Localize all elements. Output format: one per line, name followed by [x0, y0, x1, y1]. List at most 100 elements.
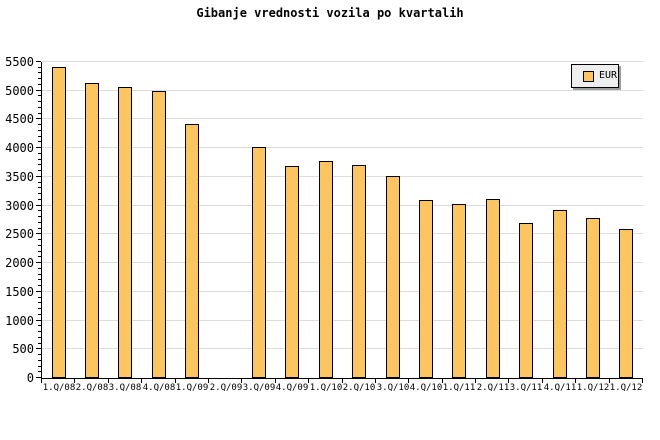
- x-tick: [408, 379, 409, 383]
- y-major-tick: [36, 233, 41, 235]
- y-minor-tick: [38, 342, 41, 344]
- y-minor-tick: [38, 95, 41, 97]
- x-tick: [642, 379, 643, 383]
- y-tick-label: 1000: [5, 313, 34, 328]
- y-minor-tick: [38, 112, 41, 114]
- x-tick: [74, 379, 75, 383]
- y-minor-tick: [38, 325, 41, 327]
- y-minor-tick: [38, 124, 41, 126]
- bar-1.Q/09: [185, 124, 199, 378]
- y-minor-tick: [38, 158, 41, 160]
- y-major-tick: [36, 61, 41, 62]
- y-major-tick: [36, 118, 41, 120]
- y-minor-tick: [38, 129, 41, 131]
- y-minor-tick: [38, 279, 41, 281]
- chart-title: Gibanje vrednosti vozila po kvartalih: [196, 6, 464, 20]
- y-minor-tick: [38, 101, 41, 103]
- x-tick: [375, 379, 376, 383]
- gridline: [42, 89, 643, 91]
- x-category-label: 3.Q/09: [242, 383, 276, 393]
- bar-1.Q/12: [586, 218, 600, 378]
- x-tick: [175, 379, 176, 383]
- gridline: [42, 348, 643, 350]
- y-minor-tick: [38, 354, 41, 356]
- y-minor-tick: [38, 164, 41, 166]
- gridline: [42, 175, 643, 177]
- y-minor-tick: [38, 152, 41, 154]
- y-tick-label: 0: [26, 371, 34, 385]
- x-category-label: 2.Q/08: [75, 383, 109, 393]
- y-minor-tick: [38, 187, 41, 189]
- y-minor-tick: [38, 250, 41, 252]
- y-minor-tick: [38, 371, 41, 373]
- y-minor-tick: [38, 313, 41, 315]
- plot-area: 1.Q/08 2.Q/08 3.Q/08 4.Q/08 1.Q/09 2.Q/09 3.Q/…: [41, 61, 643, 393]
- bar-2.Q/10: [352, 165, 366, 378]
- x-tick: [575, 379, 576, 383]
- x-tick: [241, 379, 242, 383]
- y-minor-tick: [38, 273, 41, 275]
- y-tick-label: 2500: [5, 227, 34, 242]
- bar-3.Q/09: [252, 147, 266, 378]
- x-category-label: 4.Q/08: [142, 383, 176, 393]
- y-minor-tick: [38, 181, 41, 183]
- gridline: [42, 319, 643, 321]
- x-category-label: 1.Q/12: [576, 383, 610, 393]
- x-tick: [208, 379, 209, 383]
- y-tick-label: 3500: [5, 169, 34, 184]
- y-tick-label: 4500: [5, 112, 34, 127]
- x-category-label: 1.Q/09: [175, 383, 209, 393]
- x-category-label: 1.Q/10: [309, 383, 343, 393]
- y-major-tick: [36, 262, 41, 264]
- y-tick-label: 5000: [5, 83, 34, 98]
- x-category-label: 1.Q/11: [442, 383, 476, 393]
- y-tick-label: 4000: [5, 141, 34, 156]
- y-minor-tick: [38, 106, 41, 108]
- legend-label: EUR: [599, 70, 618, 81]
- y-minor-tick: [38, 227, 41, 229]
- y-minor-tick: [38, 193, 41, 195]
- bar-1.Q/11: [452, 204, 466, 378]
- x-tick: [542, 379, 543, 383]
- y-minor-tick: [38, 141, 41, 143]
- bar-3.Q/08: [118, 87, 132, 378]
- bar-4.Q/08: [152, 91, 166, 378]
- y-tick-label: 3000: [5, 198, 34, 213]
- x-category-label: 4.Q/11: [543, 383, 577, 393]
- y-major-tick: [36, 147, 41, 149]
- x-tick: [609, 379, 610, 383]
- y-minor-tick: [38, 72, 41, 74]
- y-minor-tick: [38, 365, 41, 367]
- bar-3.Q/10: [386, 176, 400, 378]
- legend: EUR: [571, 64, 619, 88]
- gridline: [42, 262, 643, 264]
- y-minor-tick: [38, 221, 41, 223]
- bar-1.Q/10: [319, 161, 333, 378]
- x-category-label: 2.Q/11: [476, 383, 510, 393]
- y-minor-tick: [38, 210, 41, 212]
- bar-1.Q/08: [52, 67, 66, 378]
- y-minor-tick: [38, 296, 41, 298]
- y-major-tick: [36, 319, 41, 321]
- gridline: [42, 290, 643, 292]
- bar-4.Q/09: [285, 166, 299, 378]
- legend-swatch-eur: [583, 70, 594, 82]
- y-minor-tick: [38, 66, 41, 68]
- y-minor-tick: [38, 135, 41, 137]
- x-tick: [108, 379, 109, 383]
- y-major-tick: [36, 290, 41, 292]
- y-minor-tick: [38, 83, 41, 85]
- x-category-label: 2.Q/09: [209, 383, 243, 393]
- y-minor-tick: [38, 308, 41, 310]
- x-category-label: 1.Q/12: [609, 383, 643, 393]
- y-minor-tick: [38, 198, 41, 200]
- bar-2.Q/08: [85, 83, 99, 378]
- bar-3.Q/11: [519, 223, 533, 378]
- y-minor-tick: [38, 170, 41, 172]
- x-tick: [41, 379, 42, 383]
- y-tick-label: 5500: [5, 55, 34, 69]
- x-category-label: 2.Q/10: [342, 383, 376, 393]
- y-minor-tick: [38, 216, 41, 218]
- bar-1.Q/12: [619, 229, 633, 378]
- y-minor-tick: [38, 285, 41, 287]
